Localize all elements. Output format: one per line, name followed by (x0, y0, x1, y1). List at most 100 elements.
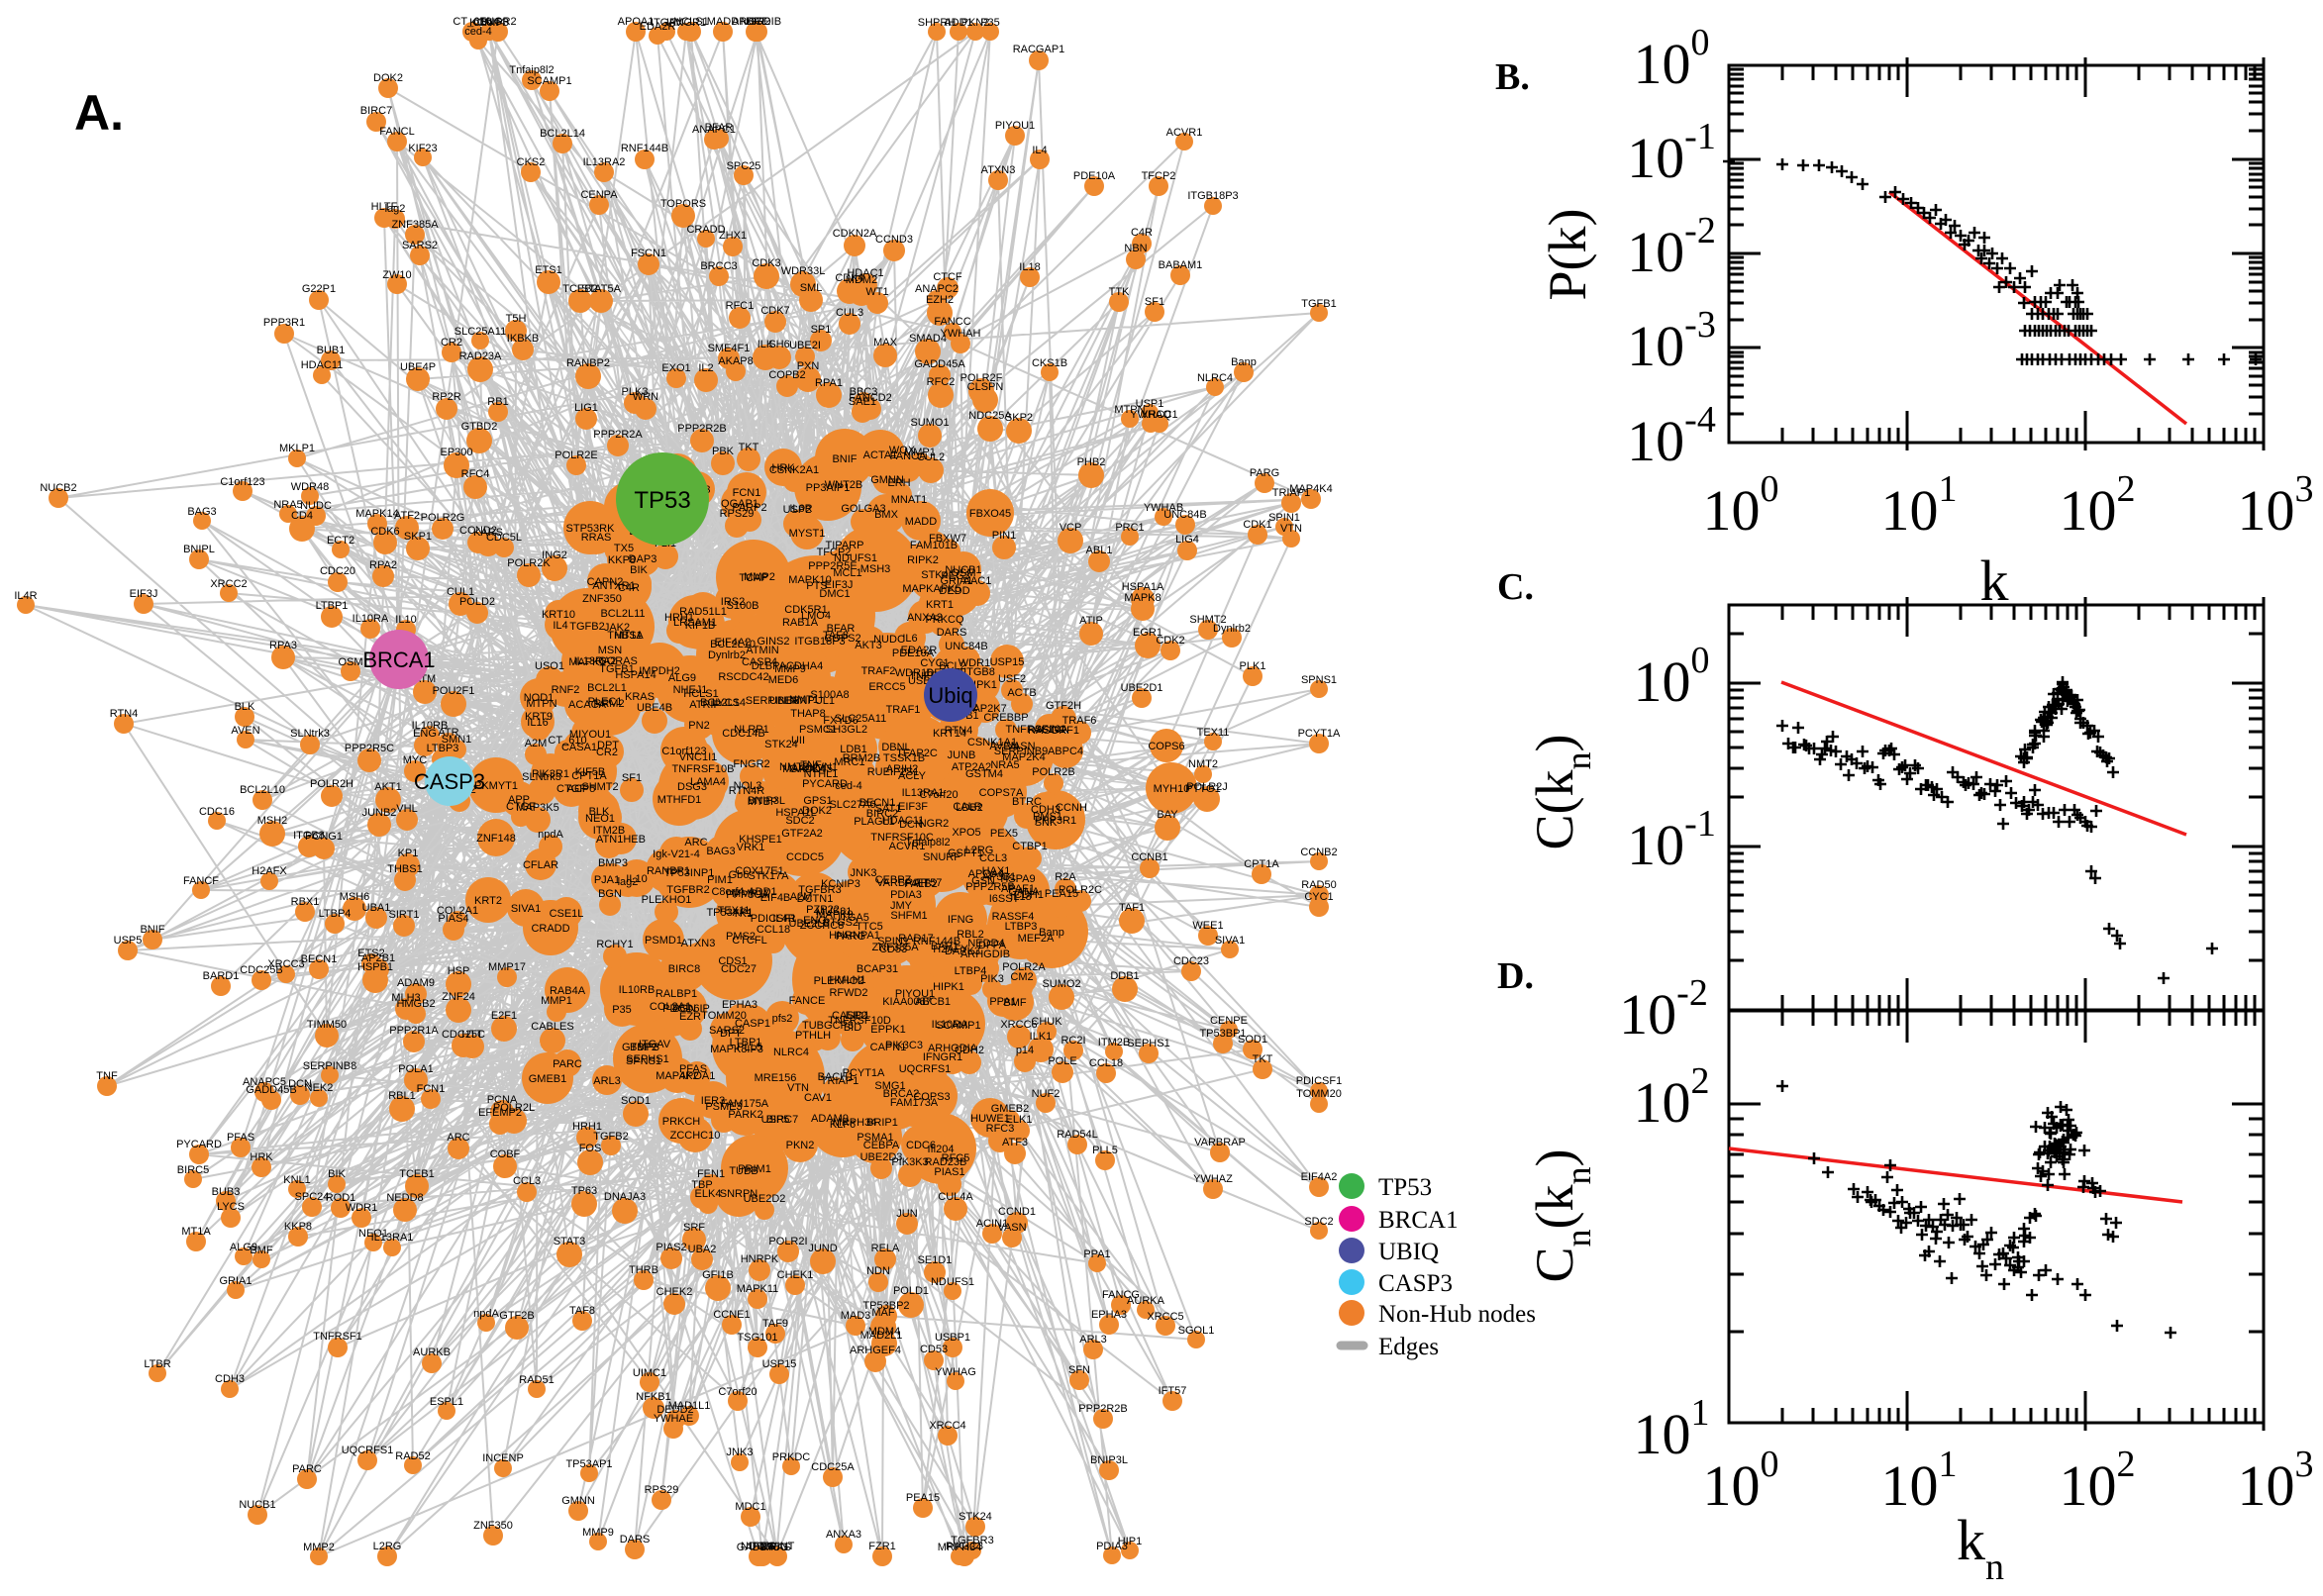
svg-text:ZNF385A: ZNF385A (871, 942, 919, 953)
svg-text:ZHX1: ZHX1 (719, 230, 747, 242)
svg-text:DSG3: DSG3 (677, 781, 707, 793)
svg-text:RALBP1: RALBP1 (656, 988, 697, 1000)
svg-text:EP300: EP300 (440, 447, 472, 458)
svg-text:BTRC: BTRC (1012, 796, 1042, 808)
svg-text:CCL18: CCL18 (1089, 1057, 1123, 1069)
svg-text:KHSPE1: KHSPE1 (739, 834, 781, 846)
svg-text:BNIPL: BNIPL (183, 544, 215, 555)
svg-text:PIYOU1: PIYOU1 (895, 988, 935, 1000)
svg-text:GTBD2: GTBD2 (461, 421, 498, 433)
svg-text:NDN: NDN (866, 1265, 890, 1277)
svg-text:SOD1: SOD1 (1238, 1034, 1267, 1046)
svg-text:TAF8: TAF8 (823, 630, 849, 642)
svg-text:IL13RA1: IL13RA1 (902, 787, 945, 799)
svg-text:JUND: JUND (808, 1243, 837, 1254)
svg-text:PCYT1A: PCYT1A (1298, 728, 1341, 740)
svg-text:TGFB1: TGFB1 (1301, 298, 1336, 310)
svg-text:MAP4K4: MAP4K4 (1289, 483, 1332, 495)
svg-text:TRAF1: TRAF1 (886, 704, 921, 716)
svg-text:THBS1: THBS1 (387, 863, 422, 875)
svg-text:DAP3: DAP3 (629, 553, 657, 565)
svg-text:HLTF: HLTF (371, 201, 398, 213)
svg-text:LDB1: LDB1 (840, 744, 867, 755)
svg-text:POLR2C: POLR2C (1059, 884, 1102, 896)
svg-text:MSH6: MSH6 (340, 891, 370, 903)
svg-text:CAV1: CAV1 (804, 1092, 832, 1104)
svg-text:UBE4B: UBE4B (637, 702, 672, 714)
svg-text:XRCC2: XRCC2 (210, 578, 247, 590)
svg-text:USBP1: USBP1 (935, 1332, 970, 1344)
svg-text:UNC84B: UNC84B (945, 641, 987, 652)
svg-text:PDCD6IP: PDCD6IP (662, 1003, 710, 1015)
svg-text:MAP3K5: MAP3K5 (516, 802, 558, 814)
svg-text:ITGB8: ITGB8 (293, 830, 325, 842)
svg-text:ANXA3: ANXA3 (907, 612, 943, 624)
svg-text:BRCC3: BRCC3 (700, 260, 737, 272)
svg-text:MRPH34: MRPH34 (833, 1117, 877, 1129)
svg-text:CDS1: CDS1 (718, 955, 747, 967)
svg-text:TBP: TBP (691, 1179, 712, 1191)
svg-text:XPO5: XPO5 (952, 827, 980, 839)
svg-text:SLNtrk3: SLNtrk3 (290, 728, 330, 740)
svg-text:AURKA: AURKA (1127, 1295, 1165, 1307)
svg-text:ATF3: ATF3 (1002, 1137, 1028, 1148)
svg-text:RAD23A: RAD23A (459, 350, 502, 362)
svg-text:THAP8: THAP8 (790, 708, 825, 720)
svg-text:MAPK8IP3: MAPK8IP3 (710, 1044, 763, 1055)
svg-text:UBE4P: UBE4P (400, 361, 436, 373)
svg-text:FNGR2: FNGR2 (479, 16, 516, 28)
svg-text:ATMIN: ATMIN (746, 645, 778, 656)
svg-text:MAD3: MAD3 (841, 1310, 871, 1322)
svg-text:I6SST: I6SST (989, 893, 1020, 905)
svg-text:PALB2: PALB2 (904, 878, 937, 890)
svg-text:ARHGEF4: ARHGEF4 (850, 1345, 901, 1356)
svg-text:T5H: T5H (506, 313, 527, 325)
svg-text:PARP2: PARP2 (732, 502, 766, 514)
svg-text:BUB1: BUB1 (317, 345, 346, 356)
svg-text:ETS2: ETS2 (357, 948, 385, 959)
svg-text:SHPRH: SHPRH (918, 17, 957, 29)
svg-text:BAP1: BAP1 (931, 941, 959, 952)
svg-text:AVEN: AVEN (231, 725, 259, 737)
svg-text:C7orf20: C7orf20 (919, 789, 958, 801)
svg-text:p14: p14 (1016, 1045, 1034, 1056)
svg-text:MMP2: MMP2 (303, 1542, 335, 1553)
svg-text:YWHAG: YWHAG (935, 1366, 976, 1378)
svg-text:Edges: Edges (1378, 1334, 1439, 1360)
svg-text:PPP2R1A: PPP2R1A (389, 1025, 439, 1037)
svg-text:CDK3: CDK3 (752, 257, 780, 269)
svg-text:KKP8: KKP8 (608, 554, 636, 566)
svg-text:ARL3: ARL3 (1079, 1334, 1107, 1346)
svg-text:SIRT1: SIRT1 (389, 909, 420, 921)
svg-text:TNFRSF1: TNFRSF1 (313, 1331, 362, 1343)
svg-text:SRF: SRF (683, 1222, 705, 1234)
svg-text:ATP2A2: ATP2A2 (952, 761, 991, 773)
svg-text:TTC5: TTC5 (856, 921, 883, 933)
svg-text:H2AFY: H2AFY (933, 944, 968, 955)
svg-text:TAF9: TAF9 (762, 1318, 788, 1330)
svg-text:SP1: SP1 (811, 324, 832, 336)
svg-text:R2A: R2A (1055, 871, 1076, 883)
svg-text:ITGB8: ITGB8 (963, 666, 995, 678)
svg-text:VHL: VHL (396, 803, 417, 815)
svg-text:PFAS: PFAS (227, 1132, 254, 1144)
svg-text:NHEJ1: NHEJ1 (673, 684, 708, 696)
svg-text:CDC27: CDC27 (721, 963, 757, 975)
svg-text:HDAC11: HDAC11 (301, 359, 344, 371)
svg-text:SYVN1: SYVN1 (802, 761, 838, 773)
svg-text:BNIF: BNIF (832, 453, 857, 465)
svg-text:NOL3: NOL3 (734, 780, 762, 792)
svg-text:DMC1: DMC1 (819, 588, 850, 600)
svg-text:LTBP4: LTBP4 (319, 908, 352, 920)
svg-text:SPIN1: SPIN1 (1268, 512, 1300, 524)
svg-text:PKN2: PKN2 (961, 17, 990, 29)
svg-text:CCNB2: CCNB2 (1300, 847, 1337, 858)
svg-text:CDK1: CDK1 (1243, 519, 1271, 531)
svg-text:IL10RB: IL10RB (619, 984, 656, 996)
svg-text:TNF: TNF (96, 1070, 118, 1082)
svg-text:NEDD8: NEDD8 (386, 1192, 423, 1204)
svg-text:PRC1: PRC1 (1115, 522, 1144, 534)
svg-text:MAPK9: MAPK9 (816, 909, 853, 921)
svg-text:UNC84B: UNC84B (1163, 509, 1206, 521)
svg-text:UQCRFS1: UQCRFS1 (342, 1445, 394, 1456)
